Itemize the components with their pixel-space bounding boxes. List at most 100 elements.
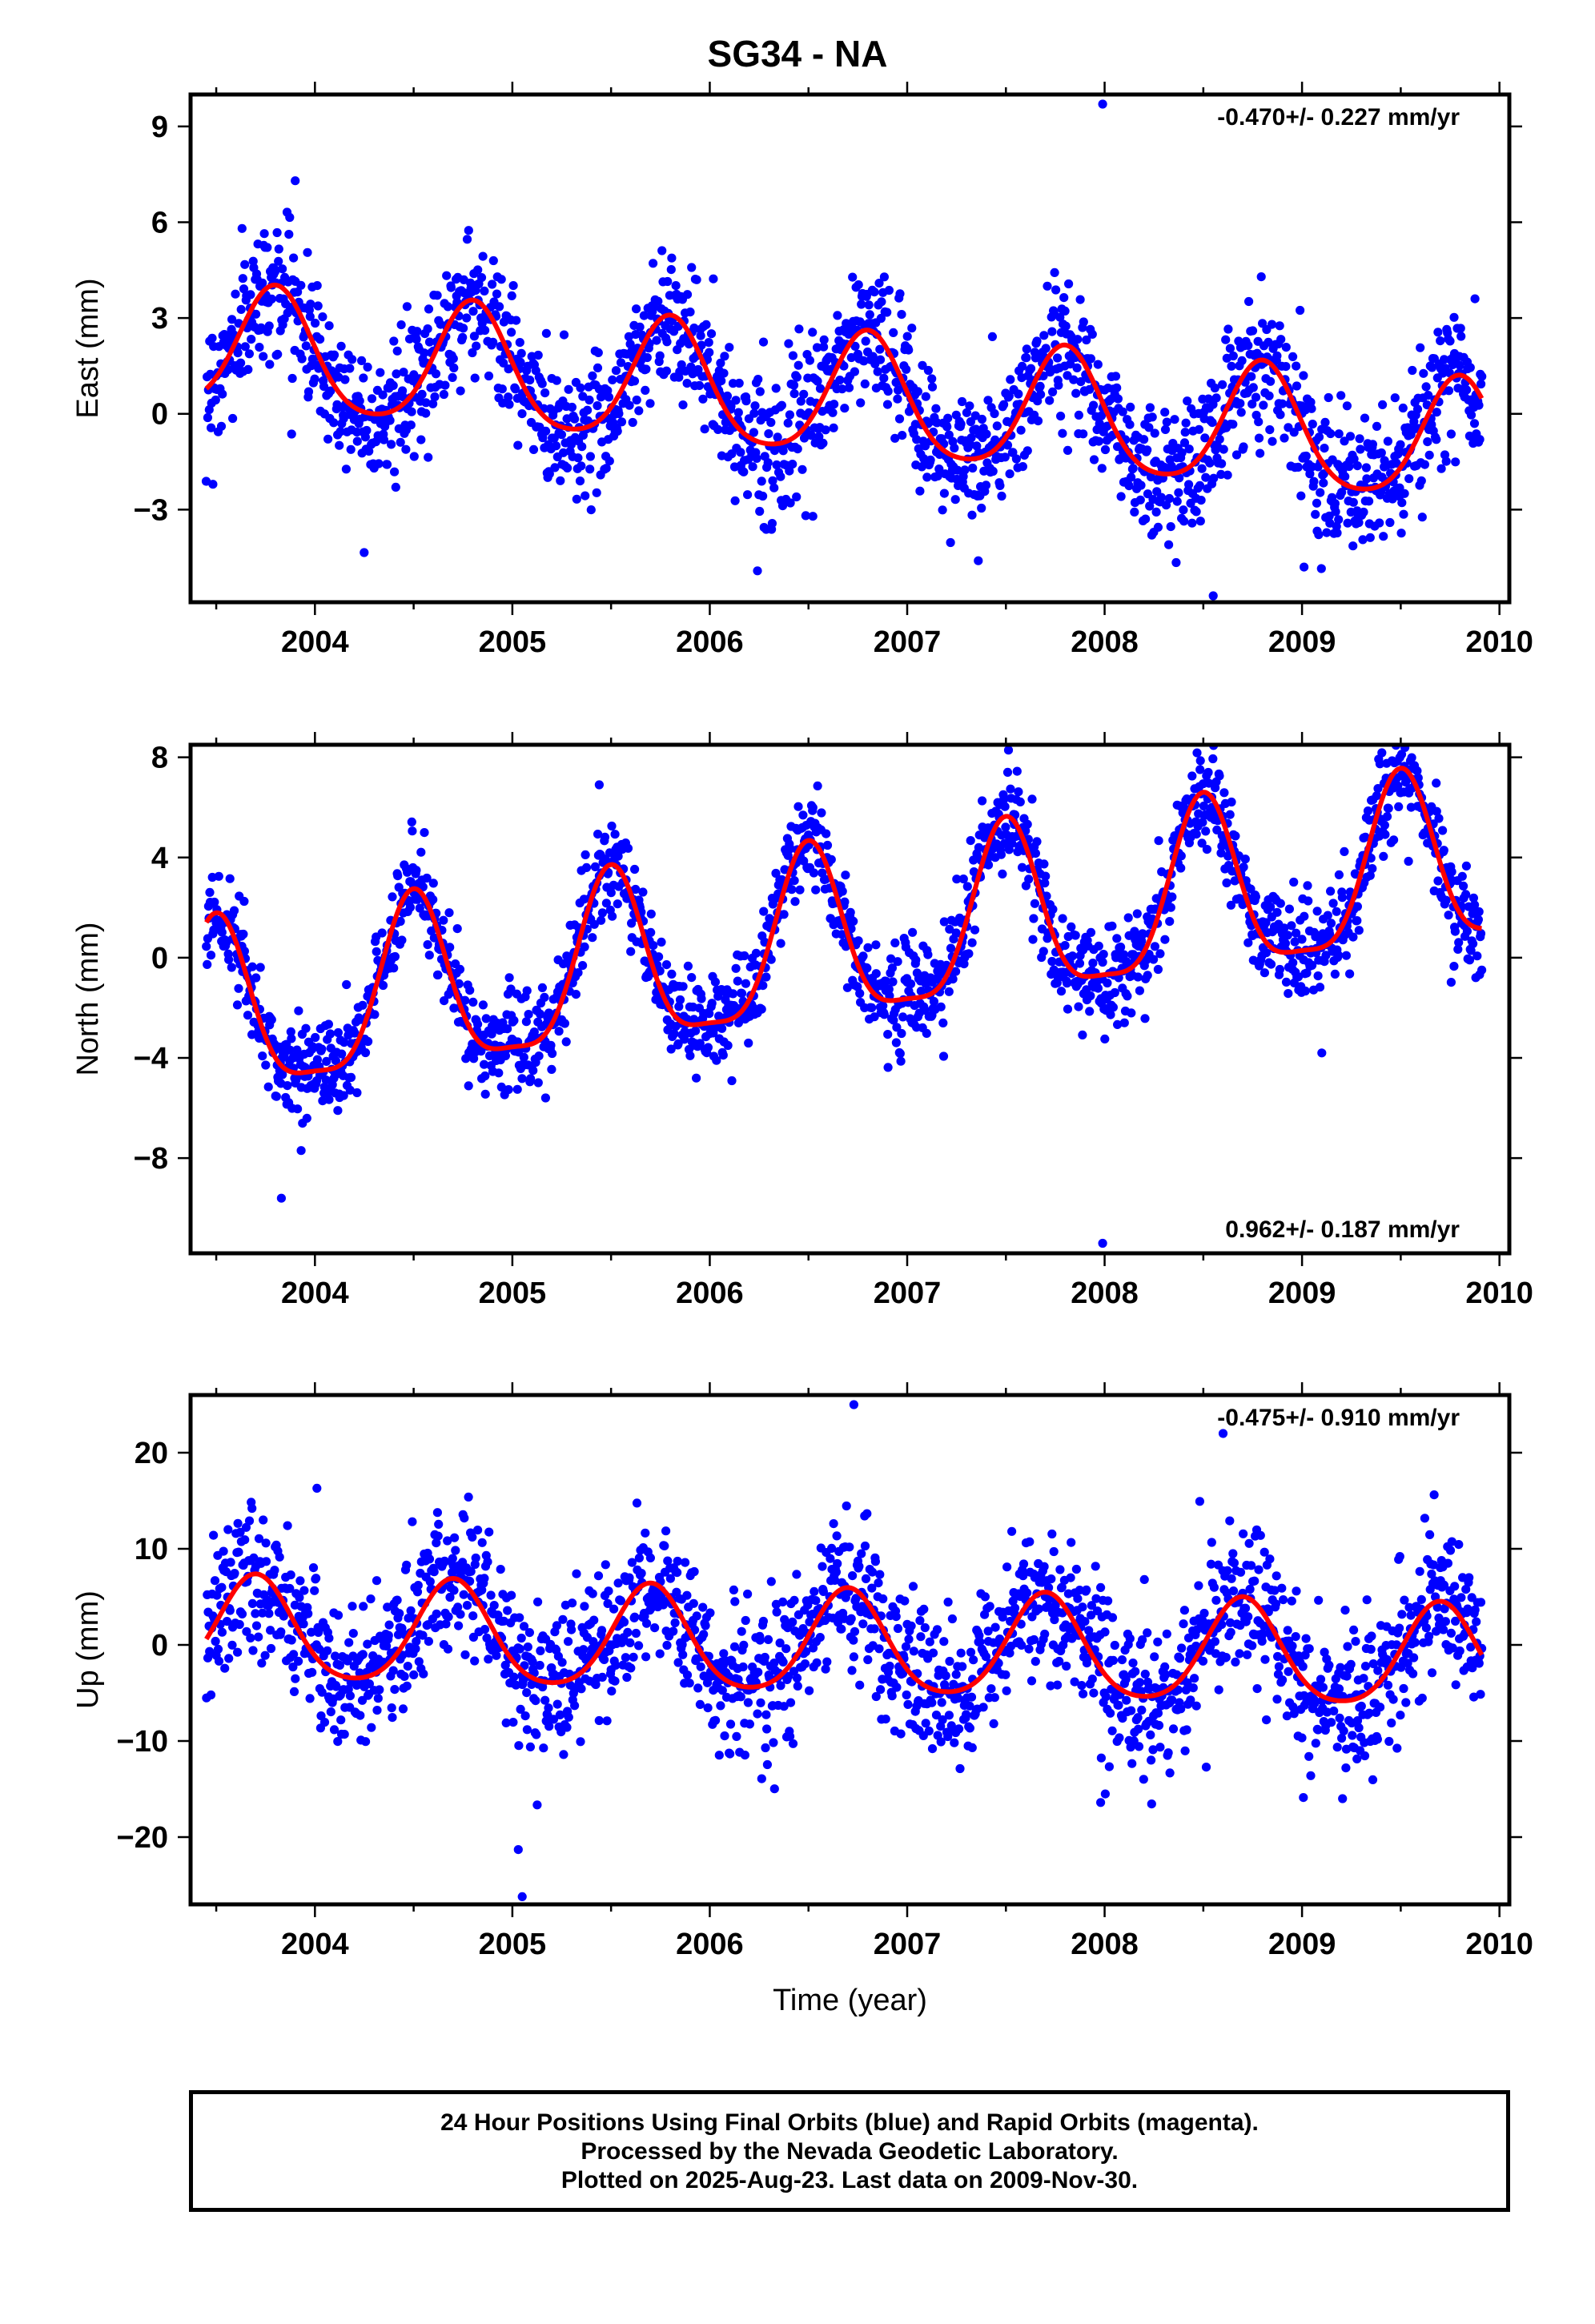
up-data-point — [525, 1742, 536, 1751]
north-data-point — [713, 991, 723, 1001]
north-y-axis-label: North (mm) — [71, 922, 105, 1076]
east-data-point — [577, 442, 587, 452]
east-data-point — [1079, 429, 1088, 439]
east-data-point — [739, 467, 749, 476]
north-x-tick-label: 2009 — [1268, 1277, 1336, 1310]
east-data-point — [663, 276, 673, 287]
north-data-point — [323, 1019, 333, 1029]
east-data-point — [1320, 444, 1329, 453]
up-data-point — [315, 1644, 324, 1654]
north-data-point — [1334, 870, 1344, 879]
east-data-point — [585, 395, 594, 405]
up-data-point — [432, 1508, 443, 1518]
east-data-point — [1128, 464, 1138, 473]
north-data-point — [1304, 896, 1313, 906]
east-data-point — [995, 480, 1005, 491]
east-data-point — [997, 491, 1006, 501]
north-data-point — [1434, 814, 1444, 823]
east-data-point — [649, 259, 658, 268]
up-data-point — [348, 1602, 357, 1611]
east-data-point — [624, 332, 634, 341]
up-data-point — [829, 1519, 838, 1529]
north-data-point — [1201, 826, 1211, 836]
east-data-point — [1251, 392, 1261, 402]
up-data-point — [503, 1606, 512, 1615]
up-data-point — [425, 1577, 435, 1586]
east-data-point — [319, 382, 329, 392]
up-data-point — [603, 1598, 613, 1608]
up-data-point — [650, 1623, 660, 1633]
north-data-point — [841, 870, 850, 880]
east-data-point — [1160, 424, 1171, 435]
east-data-point — [1427, 363, 1437, 372]
east-data-point — [1050, 267, 1059, 277]
east-data-point — [218, 389, 227, 399]
east-data-point — [1316, 488, 1325, 497]
up-data-point — [432, 1538, 441, 1548]
north-data-point — [606, 888, 616, 898]
north-data-point — [1239, 862, 1248, 872]
up-data-point — [516, 1633, 526, 1643]
north-data-point — [789, 876, 799, 886]
up-data-point — [286, 1570, 295, 1580]
east-data-point — [357, 356, 367, 365]
east-data-point — [1464, 431, 1474, 441]
up-data-point — [610, 1676, 620, 1686]
north-data-point — [1372, 791, 1381, 801]
east-data-point — [421, 408, 431, 418]
up-data-point — [670, 1618, 680, 1627]
up-data-point — [324, 1634, 334, 1643]
up-data-point — [333, 1610, 344, 1620]
north-data-point — [444, 908, 454, 918]
north-data-point — [464, 1081, 473, 1091]
north-data-point — [301, 1023, 311, 1033]
east-data-point — [512, 316, 521, 325]
up-data-point — [821, 1664, 830, 1674]
north-data-point — [536, 1009, 545, 1019]
east-data-point — [1125, 420, 1135, 429]
north-data-point — [911, 955, 921, 965]
up-data-point — [846, 1614, 856, 1623]
east-data-point — [1451, 457, 1460, 467]
up-data-point — [323, 1646, 332, 1655]
up-data-point — [456, 1610, 465, 1619]
east-data-point — [850, 341, 860, 351]
east-data-point — [240, 259, 250, 269]
north-data-point — [1048, 904, 1058, 915]
north-data-point — [936, 1002, 946, 1011]
east-data-point — [1089, 455, 1099, 464]
north-data-point — [1226, 900, 1235, 910]
east-data-point — [459, 324, 468, 333]
up-data-point — [501, 1718, 511, 1727]
east-data-point — [313, 301, 323, 311]
east-data-point — [504, 400, 514, 409]
north-data-point — [1326, 919, 1336, 928]
east-data-point — [287, 429, 296, 439]
east-data-point — [507, 291, 516, 300]
east-data-point — [1349, 454, 1359, 464]
north-data-point — [512, 1084, 522, 1094]
up-data-point — [275, 1552, 284, 1562]
east-data-point — [839, 361, 849, 371]
east-data-point — [544, 469, 554, 479]
east-data-point — [938, 505, 947, 515]
up-data-point — [390, 1685, 400, 1695]
east-data-point — [1179, 438, 1190, 448]
east-data-point — [1053, 353, 1063, 363]
east-data-point — [563, 463, 573, 473]
east-data-point — [208, 480, 218, 489]
east-data-point — [1061, 321, 1071, 331]
east-data-point — [1145, 501, 1155, 511]
east-data-point — [1360, 413, 1370, 423]
up-data-point — [398, 1704, 408, 1714]
east-data-point — [472, 341, 481, 351]
north-data-point — [1474, 907, 1484, 917]
north-data-point — [1028, 935, 1038, 944]
north-data-point — [412, 866, 421, 875]
north-data-point — [1290, 937, 1300, 947]
north-data-point — [476, 1047, 486, 1056]
north-data-point — [547, 1064, 556, 1074]
north-data-point — [897, 1028, 906, 1039]
north-data-point — [1297, 935, 1307, 944]
north-data-point — [346, 1072, 356, 1082]
